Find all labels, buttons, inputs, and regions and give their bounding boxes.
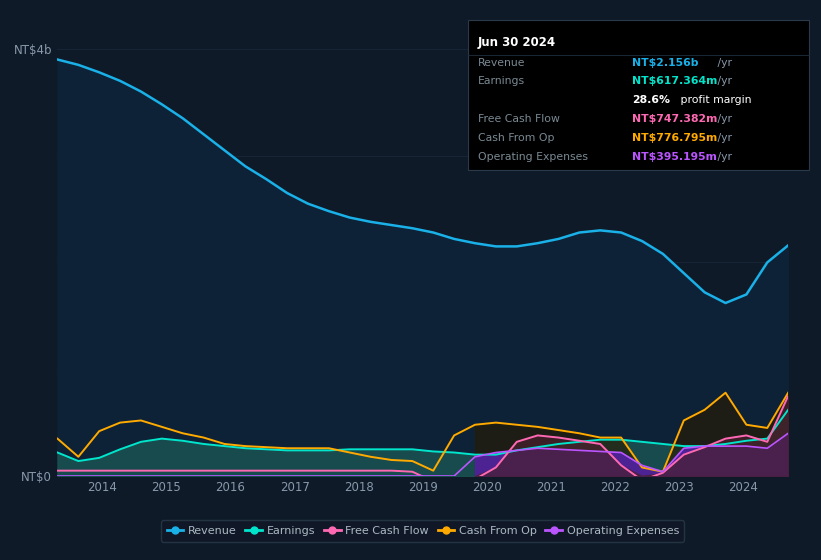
Text: profit margin: profit margin <box>677 95 752 105</box>
Text: /yr: /yr <box>714 58 732 68</box>
Text: NT$617.364m: NT$617.364m <box>632 77 718 86</box>
Text: NT$747.382m: NT$747.382m <box>632 114 718 124</box>
Text: Earnings: Earnings <box>478 77 525 86</box>
Text: Jun 30 2024: Jun 30 2024 <box>478 36 556 49</box>
Text: 28.6%: 28.6% <box>632 95 670 105</box>
Text: Cash From Op: Cash From Op <box>478 133 554 143</box>
Text: /yr: /yr <box>714 133 732 143</box>
Text: Operating Expenses: Operating Expenses <box>478 152 588 162</box>
Text: Free Cash Flow: Free Cash Flow <box>478 114 560 124</box>
Text: Revenue: Revenue <box>478 58 525 68</box>
Text: /yr: /yr <box>714 77 732 86</box>
Text: NT$776.795m: NT$776.795m <box>632 133 718 143</box>
Text: NT$2.156b: NT$2.156b <box>632 58 699 68</box>
Text: NT$395.195m: NT$395.195m <box>632 152 717 162</box>
Text: /yr: /yr <box>714 152 732 162</box>
Text: /yr: /yr <box>714 114 732 124</box>
Legend: Revenue, Earnings, Free Cash Flow, Cash From Op, Operating Expenses: Revenue, Earnings, Free Cash Flow, Cash … <box>161 520 685 542</box>
